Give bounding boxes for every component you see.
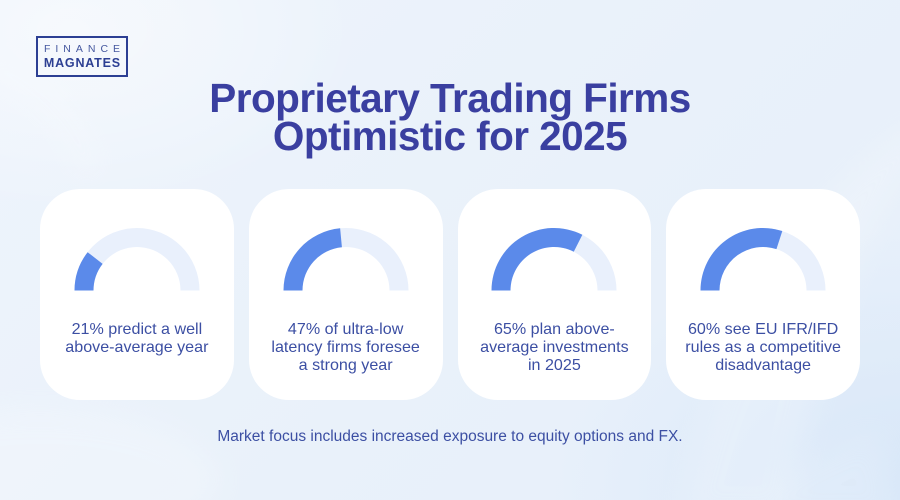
gauge-fill-arc (74, 252, 103, 291)
gauge-chart (283, 228, 409, 291)
stat-label: 65% plan above-average investments in 202… (458, 320, 652, 374)
gauge-chart (74, 228, 200, 291)
stat-label-line: 47% of ultra-low (287, 320, 404, 338)
gauge-chart (491, 228, 617, 291)
stat-cards-row: 21% predict a well above-average year 47%… (40, 189, 860, 400)
stat-label: 21% predict a well above-average year (40, 320, 234, 357)
gauge-chart (700, 228, 826, 291)
stat-label-line: in 2025 (527, 355, 581, 374)
stat-label-line: average investments (480, 337, 629, 356)
stat-label: 47% of ultra-low latency firms foresee a s… (249, 320, 443, 374)
finance-magnates-logo: FINANCE MAGNATES (36, 36, 128, 77)
logo-text-magnates: MAGNATES (43, 56, 121, 70)
gauge-fill-arc (700, 228, 783, 291)
logo-text-finance: FINANCE (43, 43, 126, 55)
stat-label-line: 21% predict a well (71, 320, 203, 338)
page-title: Proprietary Trading Firms Optimistic for… (0, 74, 900, 159)
stat-card-2: 47% of ultra-low latency firms foresee a s… (248, 189, 443, 400)
stat-card-1: 21% predict a well above-average year (40, 189, 234, 400)
gauge-fill-arc (283, 228, 342, 291)
gauge-fill-arc (491, 228, 583, 291)
stat-label-line: a strong year (298, 355, 393, 374)
page-title-line2: Optimistic for 2025 (272, 112, 628, 159)
stat-card-4: 60% see EU IFR/IFD rules as a competitive… (666, 189, 860, 400)
stat-label-line: above-average year (65, 337, 209, 356)
stat-label-line: latency firms foresee (271, 337, 420, 356)
stat-label: 60% see EU IFR/IFD rules as a competitive… (666, 320, 860, 374)
stat-label-line: disadvantage (715, 355, 811, 374)
footer-note: Market focus includes increased exposure… (217, 428, 683, 445)
page-title-line1: Proprietary Trading Firms (209, 74, 691, 121)
stat-label-line: rules as a competitive (685, 337, 841, 356)
stat-card-3: 65% plan above-average investments in 202… (457, 189, 652, 400)
stat-label-line: 60% see EU IFR/IFD (687, 320, 839, 338)
stat-label-line: 65% plan above- (493, 320, 615, 338)
gauge-track-arc (74, 228, 200, 291)
